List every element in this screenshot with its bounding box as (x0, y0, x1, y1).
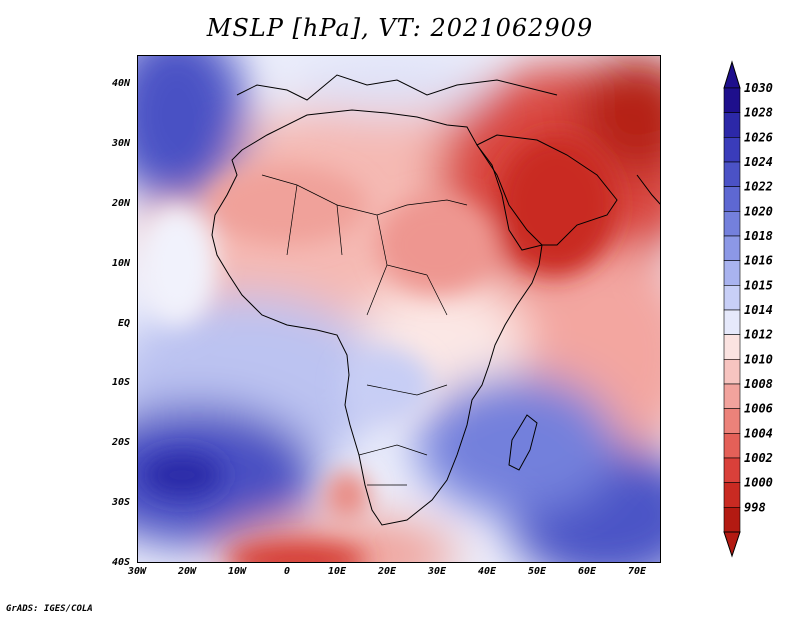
colorbar-label: 1010 (744, 352, 773, 366)
colorbar-swatch (723, 457, 741, 483)
colorbar-label: 1024 (744, 155, 773, 169)
colorbar-swatch (723, 359, 741, 385)
colorbar-swatch (723, 433, 741, 459)
lat-label: 10S (111, 377, 130, 389)
field-sahara-core (207, 165, 367, 245)
lat-label: 40S (111, 557, 130, 568)
lat-label: EQ (117, 317, 130, 329)
colorbar-swatch (723, 161, 741, 187)
lon-label: 30E (427, 566, 447, 577)
map-title: MSLP [hPa], VT: 2021062909 (206, 14, 594, 42)
field-east-atlantic-white (137, 205, 217, 325)
lon-label: 60E (577, 566, 597, 577)
field-ar-low-core (497, 135, 617, 275)
europe-coastline (236, 74, 558, 101)
colorbar-label: 1026 (744, 130, 773, 144)
lat-label: 40N (111, 78, 130, 89)
colorbar-swatch (723, 309, 741, 335)
lon-label: 10E (327, 566, 347, 577)
colorbar-label: 1015 (744, 278, 773, 292)
colorbar-swatch (723, 507, 741, 533)
field-kalahari-low (325, 471, 369, 519)
lon-label: 70E (627, 566, 647, 577)
colorbar: 1030 1028 1026 1024 1022 1020 1018 1016 1015 1014… (723, 60, 773, 558)
colorbar-swatch (723, 482, 741, 508)
colorbar-label: 1020 (744, 204, 773, 218)
colorbar-label: 1028 (744, 106, 773, 120)
colorbar-swatch (723, 112, 741, 138)
colorbar-bottom-arrow (723, 531, 741, 558)
colorbar-swatch (723, 235, 741, 261)
africa-coastline (211, 109, 543, 526)
lat-label: 10N (111, 257, 130, 269)
colorbar-label: 1006 (744, 402, 773, 416)
field-sudan-low (377, 195, 497, 295)
colorbar-swatch (723, 211, 741, 237)
pressure-map (137, 55, 661, 563)
colorbar-label: 1030 (744, 81, 773, 95)
colorbar-swatch (723, 137, 741, 163)
lat-label: 20N (111, 197, 130, 209)
field-persia-low (577, 55, 661, 175)
lon-label: 10W (227, 566, 247, 577)
colorbar-swatch (723, 260, 741, 286)
colorbar-swatch (723, 186, 741, 212)
colorbar-label: 1002 (744, 451, 773, 465)
lon-label: 40E (477, 566, 497, 577)
lon-label: 20W (177, 566, 197, 577)
lat-label: 30S (111, 497, 130, 509)
lon-label: 0 (283, 566, 291, 577)
lat-label: 30N (111, 137, 130, 149)
lat-label: 20S (111, 437, 130, 449)
colorbar-swatch (723, 87, 741, 113)
colorbar-label: 998 (744, 500, 766, 514)
colorbar-label: 1012 (744, 328, 773, 342)
colorbar-label: 1022 (744, 180, 773, 194)
colorbar-label: 1018 (744, 229, 773, 243)
colorbar-label: 1014 (744, 303, 773, 317)
india-coastline (636, 174, 661, 206)
country-borders (261, 174, 468, 486)
colorbar-swatch (723, 334, 741, 360)
colorbar-label: 1004 (744, 426, 773, 440)
lon-label: 30W (127, 566, 147, 577)
field-south-atlantic-high (137, 405, 317, 545)
colorbar-top-arrow (723, 60, 741, 89)
colorbar-swatch (723, 285, 741, 311)
field-southern-low-core (227, 542, 367, 563)
field-mediterranean (287, 55, 487, 115)
map-frame (137, 55, 661, 563)
lon-label: 20E (377, 566, 397, 577)
field-sa-high-core (142, 453, 222, 497)
credit-text: GrADS: IGES/COLA (6, 604, 93, 614)
colorbar-label: 1016 (744, 254, 773, 268)
lon-label: 50E (527, 566, 547, 577)
madagascar-coastline (508, 414, 538, 471)
colorbar-label: 1008 (744, 377, 773, 391)
arabia-coastline (476, 134, 618, 246)
colorbar-swatch (723, 383, 741, 409)
colorbar-swatch (723, 408, 741, 434)
field-congo (342, 350, 432, 420)
field-mozambique-channel (417, 375, 617, 515)
colorbar-label: 1000 (744, 476, 773, 490)
field-north-atlantic-high (137, 55, 247, 205)
